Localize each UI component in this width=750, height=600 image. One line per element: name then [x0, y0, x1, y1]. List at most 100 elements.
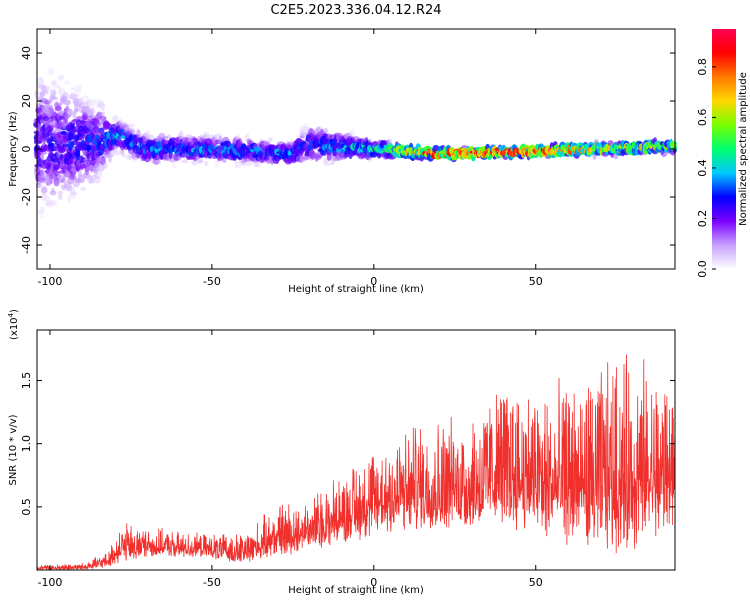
heatmap-cell [42, 115, 50, 122]
heatmap-cell [61, 176, 66, 183]
heatmap-cell [74, 89, 82, 94]
heatmap-cell [63, 182, 68, 189]
heatmap-cell [87, 175, 94, 181]
heatmap-cell [96, 99, 103, 107]
heatmap-cell [59, 95, 68, 100]
heatmap-cell [70, 87, 75, 91]
heatmap-cell [58, 89, 62, 93]
heatmap-cell [42, 84, 47, 93]
spectrogram-x-tick-label: -100 [37, 275, 62, 288]
heatmap-cell [131, 129, 136, 136]
heatmap-cell [155, 159, 162, 165]
heatmap-cell [49, 95, 54, 103]
heatmap-cell [61, 185, 66, 191]
heatmap-cell [387, 138, 393, 145]
heatmap-cell [298, 126, 307, 134]
heatmap-cell [193, 162, 198, 167]
heatmap-cell [108, 157, 112, 164]
heatmap-cell [125, 153, 131, 161]
heatmap-cell [85, 167, 89, 176]
heatmap-cell [44, 201, 51, 207]
heatmap-cell [55, 102, 62, 107]
snr-series-line [36, 354, 676, 571]
heatmap-cell [43, 90, 49, 95]
heatmap-cell [161, 136, 169, 140]
colorbar-tick-label: 0.8 [696, 58, 709, 76]
heatmap-cell [37, 83, 45, 90]
colorbar-label: Normalized spectral amplitude [738, 72, 749, 226]
heatmap-cell [73, 107, 79, 113]
heatmap-cell [325, 161, 333, 166]
heatmap-cell [91, 98, 97, 108]
heatmap-cell [170, 153, 175, 159]
heatmap-cell [106, 154, 114, 158]
snr-ticks: -100 -50 0 50 0.5 1.0 1.5 [20, 330, 675, 589]
heatmap-cell [87, 176, 94, 184]
heatmap-cell [96, 104, 103, 109]
snr-y-tick-label: 1.5 [20, 372, 33, 390]
heatmap-cell [203, 160, 209, 167]
heatmap-cell [94, 163, 102, 168]
heatmap-cell [90, 174, 98, 180]
heatmap-cell [76, 97, 83, 103]
spectrogram-ticks: -100 -50 0 50 -40 -20 0 20 40 [20, 29, 675, 288]
heatmap-cell [127, 154, 132, 161]
heatmap-cell [53, 177, 60, 187]
snr-x-tick-label: -100 [37, 576, 62, 589]
heatmap-cell [303, 123, 309, 132]
snr-ylabel: SNR (10 * v/v) [8, 414, 19, 485]
heatmap-cell [301, 124, 307, 132]
heatmap-cell [62, 92, 69, 98]
colorbar: 0.0 0.2 0.4 0.6 0.8 Normalized spectral ampl… [696, 29, 749, 278]
heatmap-cell [41, 192, 47, 202]
heatmap-cell [64, 80, 71, 85]
heatmap-cell [73, 93, 80, 98]
spectrogram-y-tick-label: -20 [20, 188, 33, 206]
heatmap-cell [349, 129, 355, 138]
heatmap-cell [73, 97, 80, 107]
heatmap-cell [41, 186, 48, 194]
heatmap-cell [57, 190, 63, 195]
heatmap-cell [112, 115, 119, 123]
heatmap-cell [80, 186, 87, 191]
heatmap-cell [72, 111, 77, 119]
heatmap-cell [85, 98, 92, 108]
snr-panel: -100 -50 0 50 0.5 1.0 1.5 Height of straight l… [7, 309, 676, 596]
heatmap-cell [51, 124, 55, 129]
heatmap-cell [136, 128, 141, 135]
heatmap-cell [323, 127, 329, 135]
heatmap-cell [254, 161, 261, 168]
heatmap-cell [83, 105, 91, 113]
heatmap-cell [58, 87, 66, 97]
heatmap-cell [120, 148, 125, 156]
heatmap-cells [33, 67, 678, 219]
heatmap-cell [308, 128, 315, 137]
heatmap-cell [300, 132, 305, 138]
heatmap-cell [98, 103, 105, 108]
colorbar-tick-label: 0.2 [696, 210, 709, 228]
heatmap-cell [81, 95, 89, 100]
heatmap-cell [265, 156, 272, 164]
colorbar-tick-label: 0.6 [696, 109, 709, 127]
heatmap-cell [36, 145, 41, 154]
heatmap-cell [56, 121, 65, 127]
heatmap-cell [41, 84, 47, 93]
heatmap-cell [40, 84, 48, 94]
heatmap-cell [60, 184, 68, 188]
heatmap-cell [372, 141, 379, 146]
heatmap-cell [37, 210, 45, 216]
heatmap-cell [108, 152, 112, 162]
snr-y-tick-label: 1.0 [20, 435, 33, 453]
heatmap-cell [65, 108, 73, 117]
heatmap-cell [297, 155, 304, 163]
heatmap-cell [236, 133, 241, 140]
heatmap-cell [69, 186, 76, 196]
heatmap-cell [52, 82, 58, 89]
heatmap-cell [179, 131, 184, 139]
heatmap-cell [38, 76, 43, 80]
spectrogram-ylabel: Frequency (Hz) [8, 111, 19, 187]
spectrogram-y-tick-label: 40 [20, 46, 33, 60]
heatmap-cell [100, 111, 105, 116]
spectrogram-y-tick-label: -40 [20, 236, 33, 254]
heatmap-cell [297, 139, 304, 143]
